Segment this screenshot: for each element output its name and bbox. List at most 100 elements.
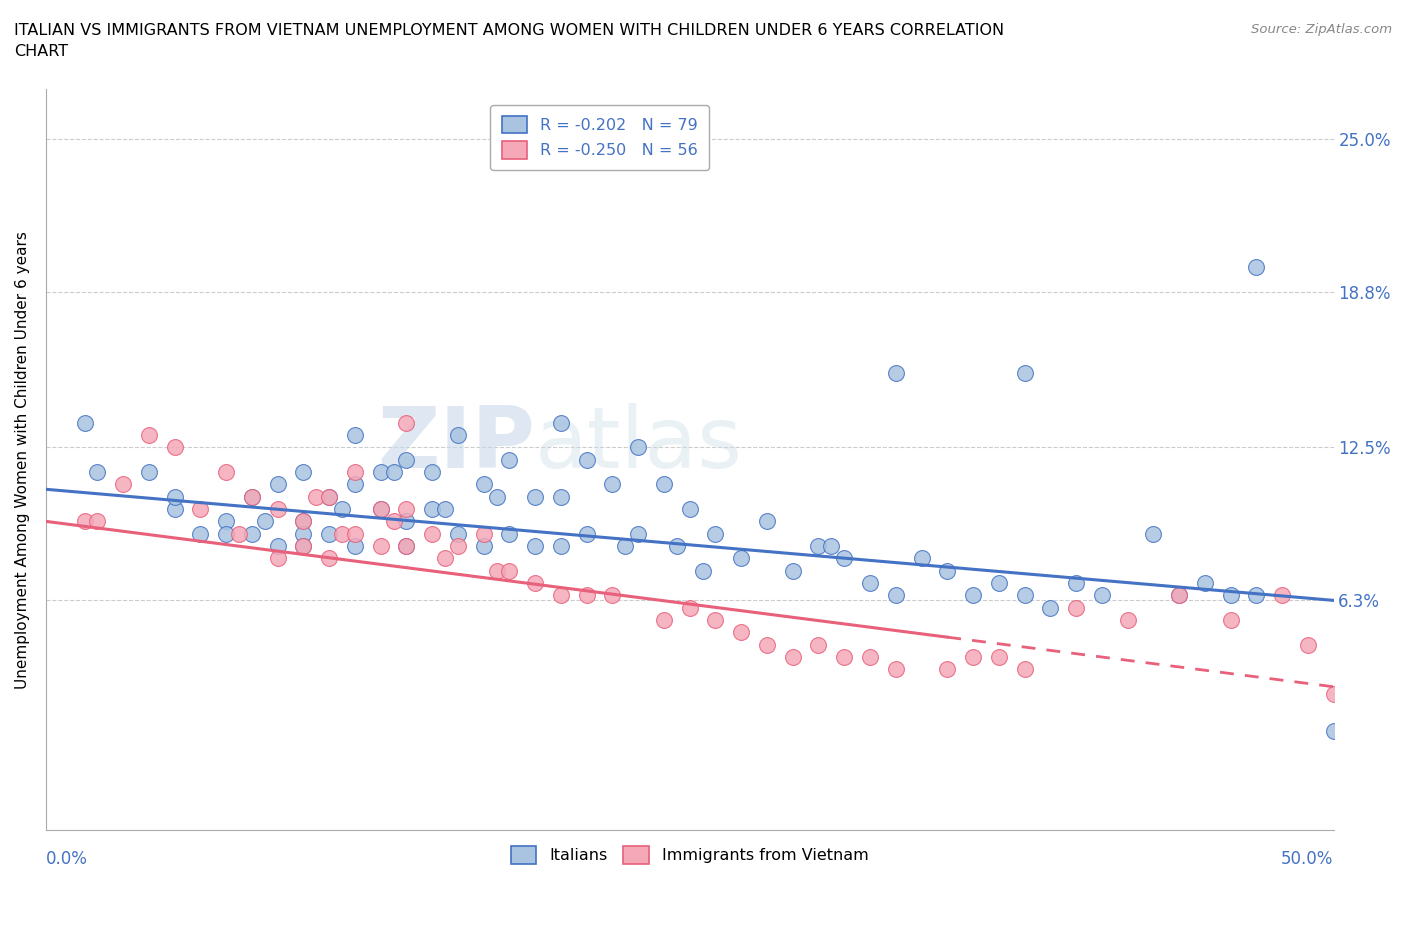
Point <box>1322 724 1344 738</box>
Point <box>163 440 186 455</box>
Point <box>550 415 572 430</box>
Text: ITALIAN VS IMMIGRANTS FROM VIETNAM UNEMPLOYMENT AMONG WOMEN WITH CHILDREN UNDER : ITALIAN VS IMMIGRANTS FROM VIETNAM UNEMP… <box>14 23 1004 60</box>
Point <box>447 538 470 553</box>
Point <box>382 465 405 480</box>
Point <box>163 501 186 516</box>
Point <box>884 365 907 380</box>
Point <box>190 501 212 516</box>
Point <box>267 551 290 565</box>
Point <box>782 650 804 665</box>
Point <box>370 465 392 480</box>
Point <box>910 551 932 565</box>
Point <box>550 538 572 553</box>
Point <box>228 526 250 541</box>
Point <box>575 452 598 467</box>
Y-axis label: Unemployment Among Women with Children Under 6 years: Unemployment Among Women with Children U… <box>15 231 30 688</box>
Point <box>859 576 882 591</box>
Point <box>1271 588 1294 603</box>
Point <box>395 538 418 553</box>
Point <box>472 538 495 553</box>
Point <box>420 501 443 516</box>
Point <box>447 526 470 541</box>
Point <box>318 551 340 565</box>
Point <box>73 415 96 430</box>
Point <box>267 538 290 553</box>
Point <box>1064 601 1087 616</box>
Point <box>343 477 366 492</box>
Point <box>434 551 457 565</box>
Point <box>652 613 675 628</box>
Point <box>679 601 702 616</box>
Point <box>987 650 1010 665</box>
Point <box>498 526 520 541</box>
Point <box>614 538 637 553</box>
Point <box>1219 588 1241 603</box>
Point <box>240 489 263 504</box>
Point <box>756 514 779 529</box>
Point <box>370 501 392 516</box>
Point <box>343 538 366 553</box>
Point <box>472 526 495 541</box>
Point <box>1039 601 1062 616</box>
Point <box>253 514 276 529</box>
Point <box>884 662 907 677</box>
Point <box>1091 588 1114 603</box>
Point <box>215 514 238 529</box>
Point <box>292 465 315 480</box>
Point <box>524 538 547 553</box>
Point <box>987 576 1010 591</box>
Point <box>1194 576 1216 591</box>
Point <box>627 440 650 455</box>
Point <box>395 415 418 430</box>
Point <box>343 465 366 480</box>
Point <box>330 501 353 516</box>
Point <box>395 452 418 467</box>
Point <box>267 501 290 516</box>
Point <box>1399 176 1406 191</box>
Point <box>550 489 572 504</box>
Point <box>936 564 959 578</box>
Point <box>485 489 508 504</box>
Point <box>1168 588 1191 603</box>
Point <box>395 538 418 553</box>
Point <box>756 637 779 652</box>
Point <box>138 465 160 480</box>
Point <box>1116 613 1139 628</box>
Point <box>704 526 727 541</box>
Text: 0.0%: 0.0% <box>46 850 87 868</box>
Point <box>395 514 418 529</box>
Point <box>292 538 315 553</box>
Point <box>370 501 392 516</box>
Point <box>86 514 108 529</box>
Point <box>498 564 520 578</box>
Point <box>665 538 688 553</box>
Point <box>962 588 984 603</box>
Point <box>820 538 842 553</box>
Point <box>807 538 830 553</box>
Point <box>730 551 752 565</box>
Point <box>318 526 340 541</box>
Point <box>73 514 96 529</box>
Point <box>292 526 315 541</box>
Point <box>1246 588 1268 603</box>
Point <box>267 477 290 492</box>
Point <box>318 489 340 504</box>
Point <box>704 613 727 628</box>
Point <box>485 564 508 578</box>
Point <box>434 501 457 516</box>
Point <box>215 465 238 480</box>
Point <box>472 477 495 492</box>
Point <box>305 489 328 504</box>
Point <box>1142 526 1164 541</box>
Text: 50.0%: 50.0% <box>1281 850 1333 868</box>
Point <box>575 526 598 541</box>
Point <box>730 625 752 640</box>
Text: ZIP: ZIP <box>377 404 536 486</box>
Point <box>652 477 675 492</box>
Point <box>524 489 547 504</box>
Point <box>1219 613 1241 628</box>
Point <box>86 465 108 480</box>
Point <box>240 526 263 541</box>
Point <box>292 514 315 529</box>
Point <box>679 501 702 516</box>
